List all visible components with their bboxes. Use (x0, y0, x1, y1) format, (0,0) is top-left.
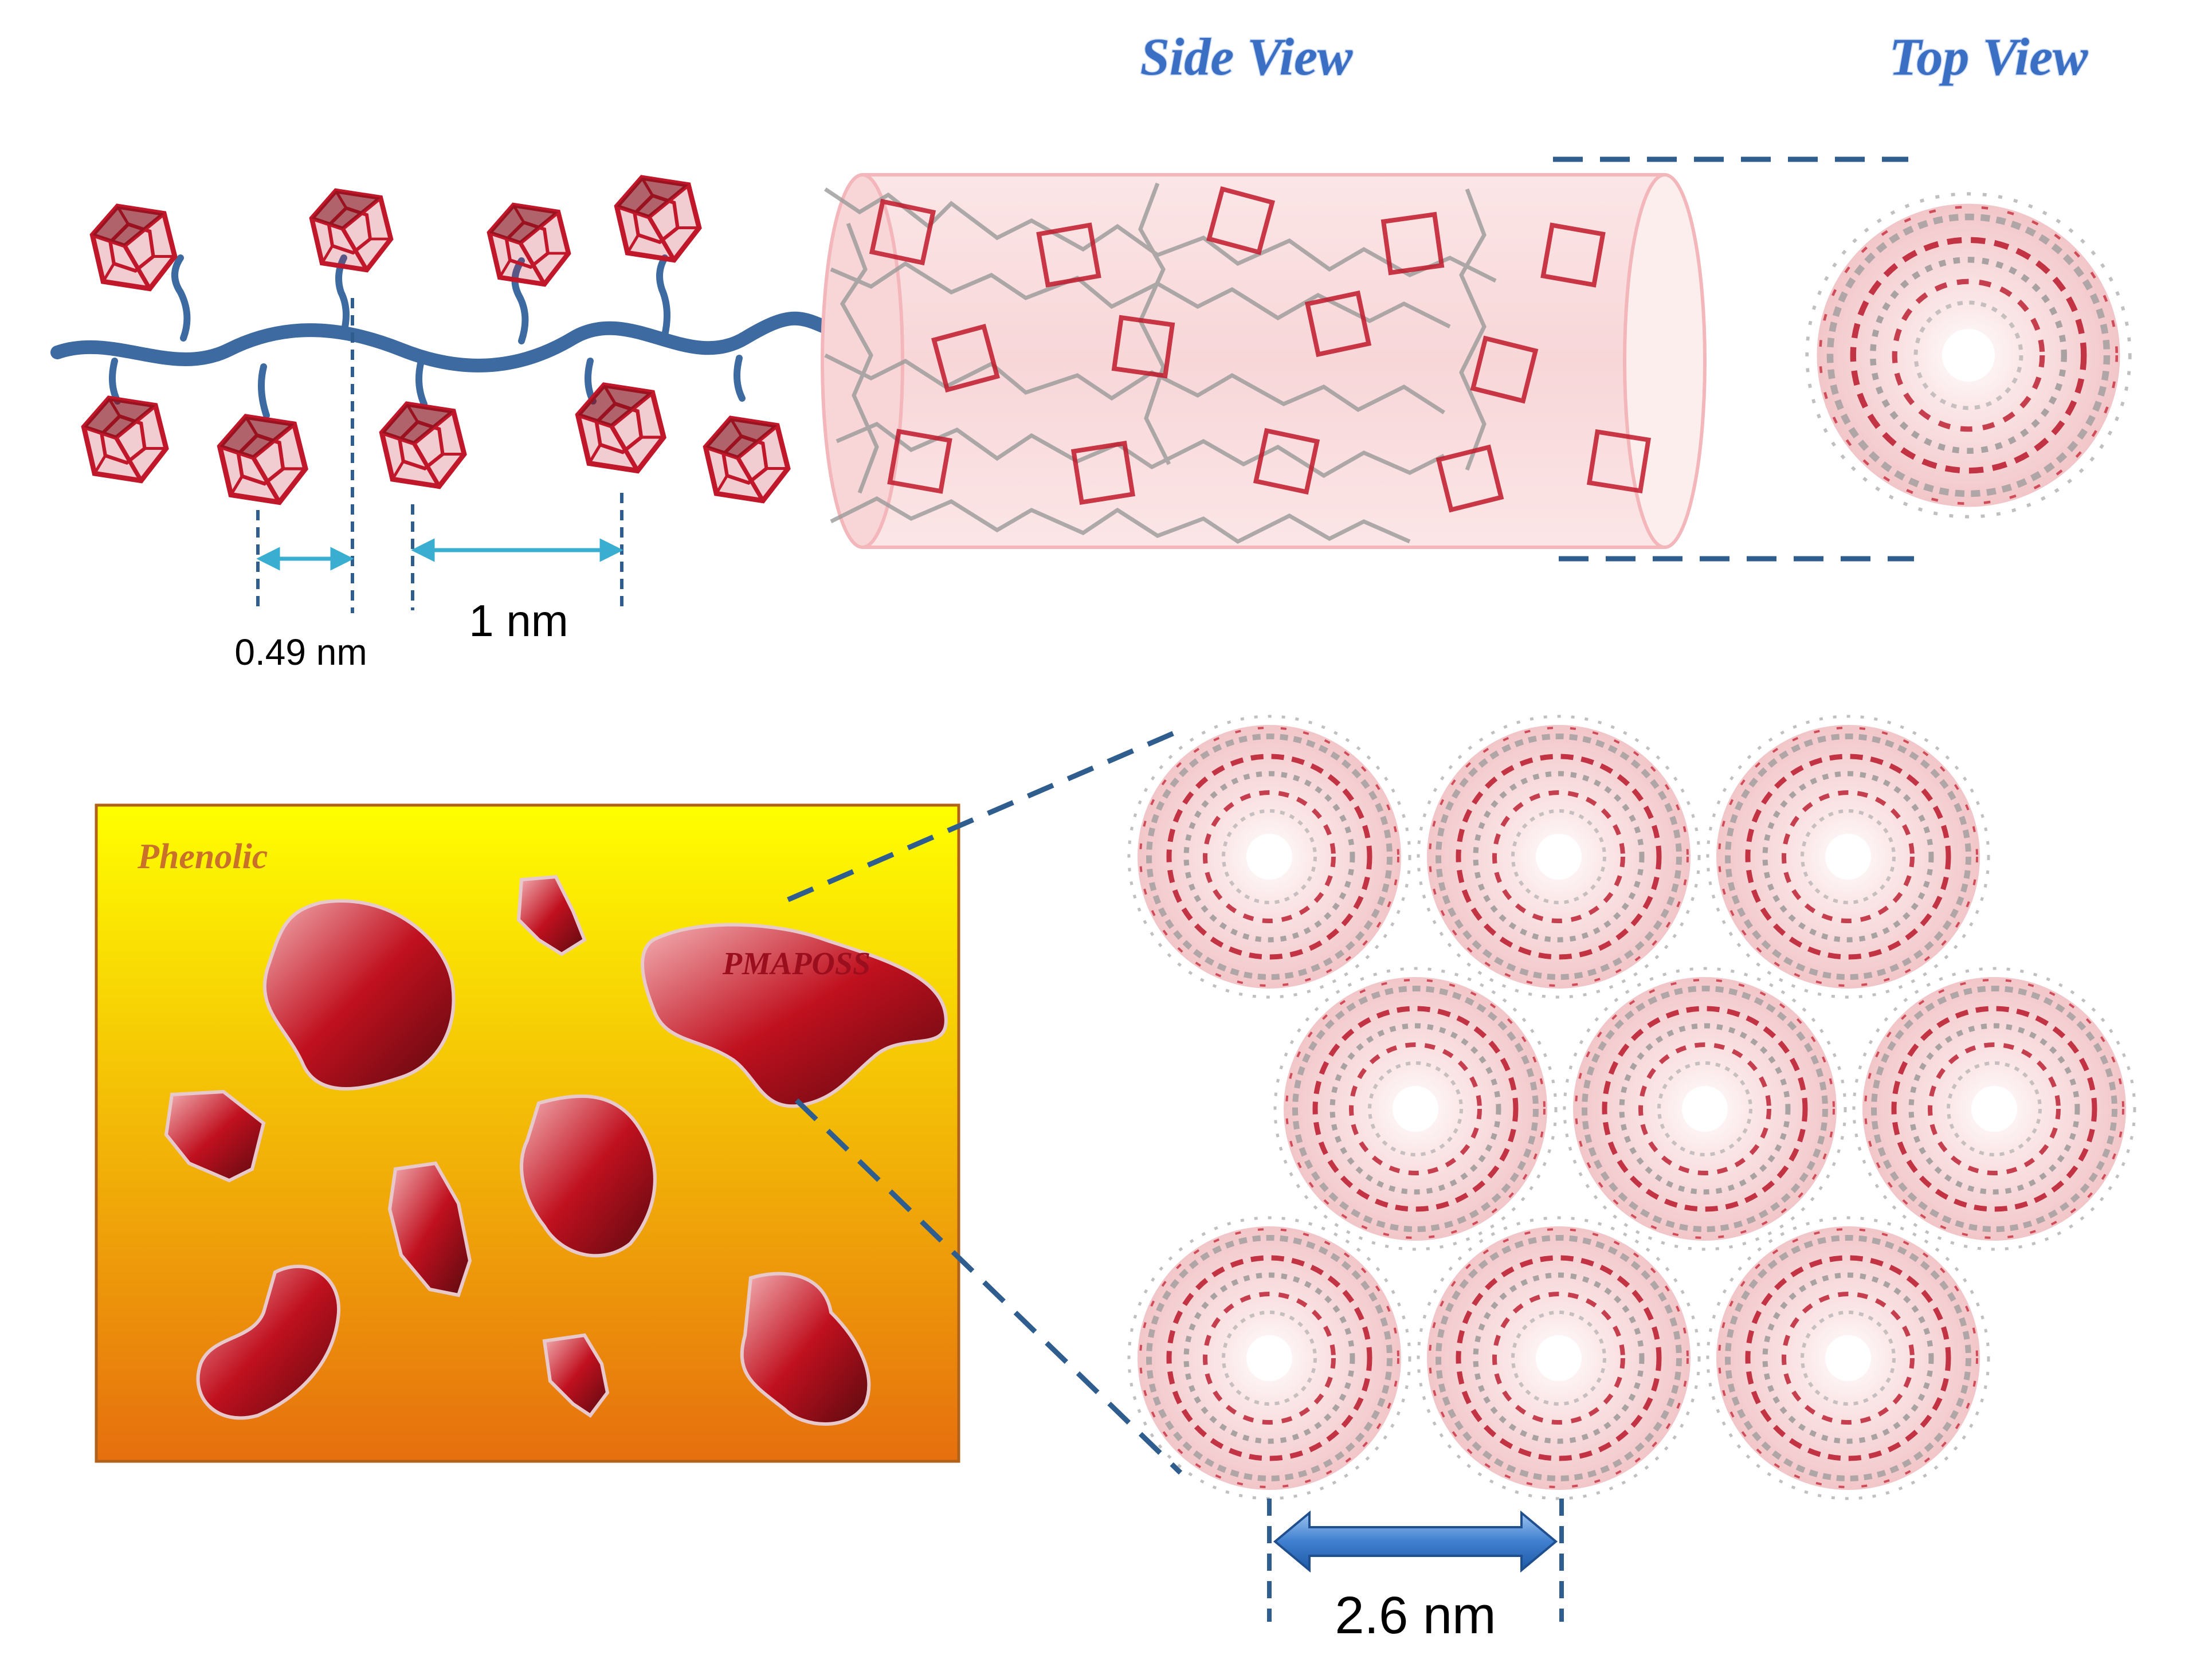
poss-cage-icon (617, 178, 699, 260)
projection-dashes (1553, 156, 1914, 562)
top-view-title: Top View (1889, 28, 2088, 86)
polymer-backbone-icon (50, 311, 866, 372)
zoom-dashes (787, 725, 1187, 1475)
top-view-disc (1807, 194, 2130, 517)
polymer-chain (50, 178, 866, 503)
poss-cage-icon (489, 205, 568, 284)
poss-cage-icon (382, 404, 464, 487)
poss-cage-icon (220, 417, 306, 503)
packed-column (1854, 968, 2135, 1249)
side-chain-tethers (109, 254, 746, 419)
spacing-small-label: 0.49 nm (234, 632, 367, 673)
phenolic-matrix: Phenolic PMAPOSS (95, 803, 960, 1463)
packed-column (1418, 716, 1699, 997)
molecular-column-icon (821, 173, 1707, 549)
poss-cage-icon (705, 418, 788, 501)
column-diameter-guides (1267, 1499, 1564, 1622)
packed-column (1418, 1218, 1699, 1499)
packed-column (1129, 716, 1410, 997)
spacing-guides (256, 298, 623, 613)
packed-column (1708, 716, 1989, 997)
packed-column (1564, 968, 1845, 1249)
poss-cage-icon (92, 206, 175, 289)
side-view-title: Side View (1140, 28, 1353, 86)
spacing-large-label: 1 nm (469, 595, 568, 646)
column-packing (1129, 716, 2135, 1499)
phenolic-label: Phenolic (137, 837, 268, 876)
packed-column (1275, 968, 1556, 1249)
poss-cage-icon (84, 398, 166, 481)
poss-cage-icon (578, 385, 664, 471)
packed-column (1708, 1218, 1989, 1499)
packed-column (1129, 1218, 1410, 1499)
column-diameter-label: 2.6 nm (1335, 1586, 1496, 1645)
pmaposs-label: PMAPOSS (722, 946, 870, 982)
dimension-arrow-icon (1273, 1510, 1558, 1573)
dimension-arrow-icon (256, 538, 623, 571)
pmaposs-domains (164, 874, 948, 1426)
poss-cage-icon (312, 191, 391, 270)
